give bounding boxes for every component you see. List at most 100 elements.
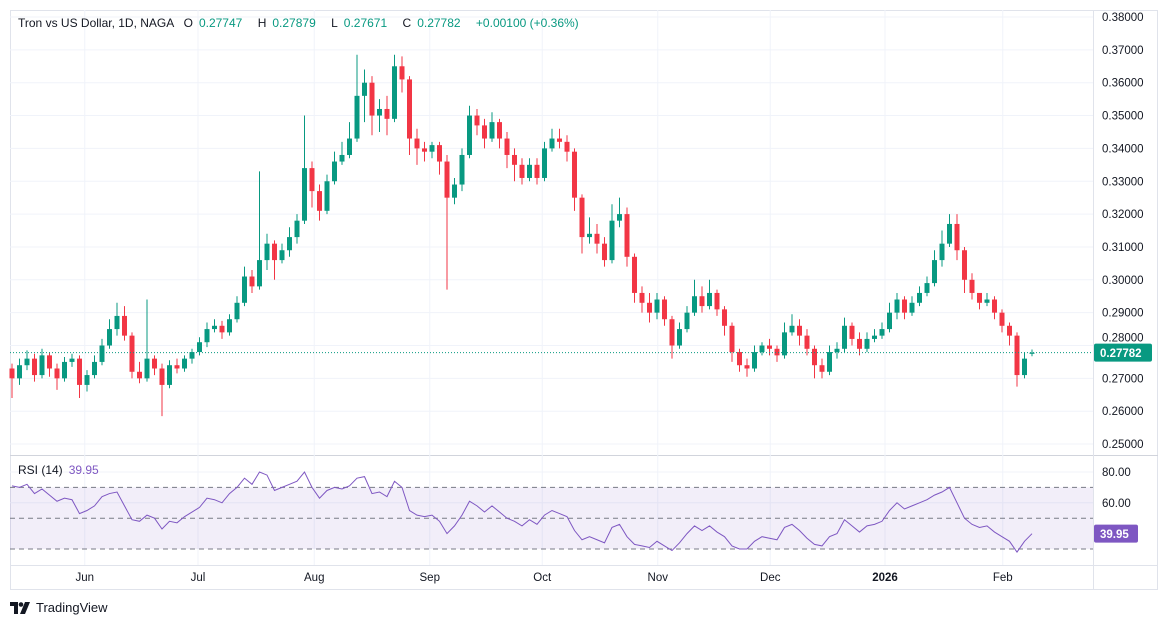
x-tick-label: Dec	[760, 572, 781, 584]
candle	[264, 233, 270, 270]
candle	[849, 322, 855, 346]
candle	[804, 329, 810, 356]
candle	[84, 370, 90, 392]
candle-body	[752, 352, 757, 369]
candle	[219, 320, 225, 339]
candle	[977, 292, 982, 310]
candle-body	[482, 125, 487, 139]
candle	[92, 355, 97, 379]
candle-body	[669, 319, 675, 346]
candle	[917, 286, 922, 307]
candle	[9, 363, 15, 399]
candle-body	[699, 296, 705, 307]
y-tick-label: 0.36000	[1102, 78, 1144, 90]
candle	[377, 99, 382, 132]
candle-body	[152, 358, 157, 369]
y-tick-label: 0.31000	[1102, 242, 1144, 254]
x-tick-label: Feb	[993, 572, 1013, 584]
candle	[369, 76, 375, 136]
low-label: L	[331, 16, 338, 30]
candle-body	[819, 365, 825, 372]
candle-body	[744, 365, 750, 369]
candle	[47, 352, 52, 377]
candle-body	[444, 161, 450, 198]
candle	[182, 355, 187, 372]
candle	[347, 122, 352, 159]
candle-body	[99, 345, 105, 362]
candle-body	[84, 375, 90, 385]
candle	[797, 319, 802, 346]
candle-body	[594, 233, 600, 244]
candle	[39, 348, 45, 379]
candle-body	[662, 299, 667, 320]
candle-body	[17, 365, 22, 379]
candle-body	[849, 325, 855, 339]
candle-body	[62, 361, 67, 379]
candle-body	[984, 299, 990, 303]
candle	[789, 314, 795, 336]
candle	[827, 345, 832, 376]
candle-body	[1007, 325, 1012, 336]
candle-body	[714, 292, 720, 310]
candle-body	[977, 292, 982, 303]
candle-body	[302, 168, 307, 221]
candle	[819, 358, 825, 379]
candle	[774, 345, 780, 362]
candle	[189, 348, 195, 364]
x-tick-label: Jun	[75, 572, 94, 584]
candle	[452, 177, 457, 205]
candle	[587, 217, 592, 244]
candle-body	[384, 108, 390, 119]
candle-body	[489, 122, 495, 139]
candle	[249, 269, 255, 293]
candle	[932, 250, 937, 287]
candle	[227, 314, 232, 336]
symbol-title: Tron vs US Dollar, 1D, NAGA	[18, 16, 175, 30]
candle-body	[264, 243, 270, 261]
candle	[474, 108, 480, 136]
candle	[639, 286, 645, 313]
candle	[167, 360, 172, 389]
candle-body	[9, 368, 15, 379]
candle	[54, 363, 60, 390]
symbol-legend: Tron vs US Dollar, 1D, NAGA O 0.27747 H 0.…	[18, 16, 585, 30]
y-tick-label: 0.25000	[1102, 439, 1144, 451]
candle-body	[339, 154, 345, 162]
candle-body	[624, 214, 630, 257]
candle-body	[437, 145, 442, 162]
candle-body	[962, 250, 967, 280]
candle-body	[204, 329, 210, 343]
candle	[504, 131, 510, 169]
branding-text: TradingView	[36, 600, 108, 615]
x-tick-label: Jul	[191, 572, 206, 584]
candle	[429, 141, 435, 159]
candle-body	[1014, 335, 1020, 376]
candle-body	[422, 148, 427, 152]
candle-body	[842, 325, 847, 349]
candle	[107, 319, 112, 349]
candle-body	[197, 342, 202, 353]
candle	[294, 214, 300, 244]
tradingview-logo[interactable]: TradingView	[10, 600, 108, 615]
candle-body	[519, 164, 525, 178]
candle	[467, 105, 472, 159]
candle	[647, 292, 652, 323]
candle-body	[767, 345, 772, 349]
candle	[842, 317, 847, 353]
candle-body	[122, 315, 127, 336]
x-tick-label: Aug	[304, 572, 324, 584]
candle	[549, 128, 555, 152]
y-tick-label: 0.32000	[1102, 209, 1144, 221]
candle	[534, 158, 540, 185]
rsi-legend-value: 39.95	[68, 463, 99, 477]
candle-body	[894, 299, 900, 313]
candle-body	[309, 168, 315, 192]
candle-body	[399, 66, 405, 80]
candle	[1029, 349, 1035, 357]
candle	[579, 194, 585, 254]
rsi-label: RSI (14)	[18, 463, 63, 477]
candle	[519, 158, 525, 185]
candle	[729, 322, 735, 362]
candle-body	[782, 332, 787, 356]
